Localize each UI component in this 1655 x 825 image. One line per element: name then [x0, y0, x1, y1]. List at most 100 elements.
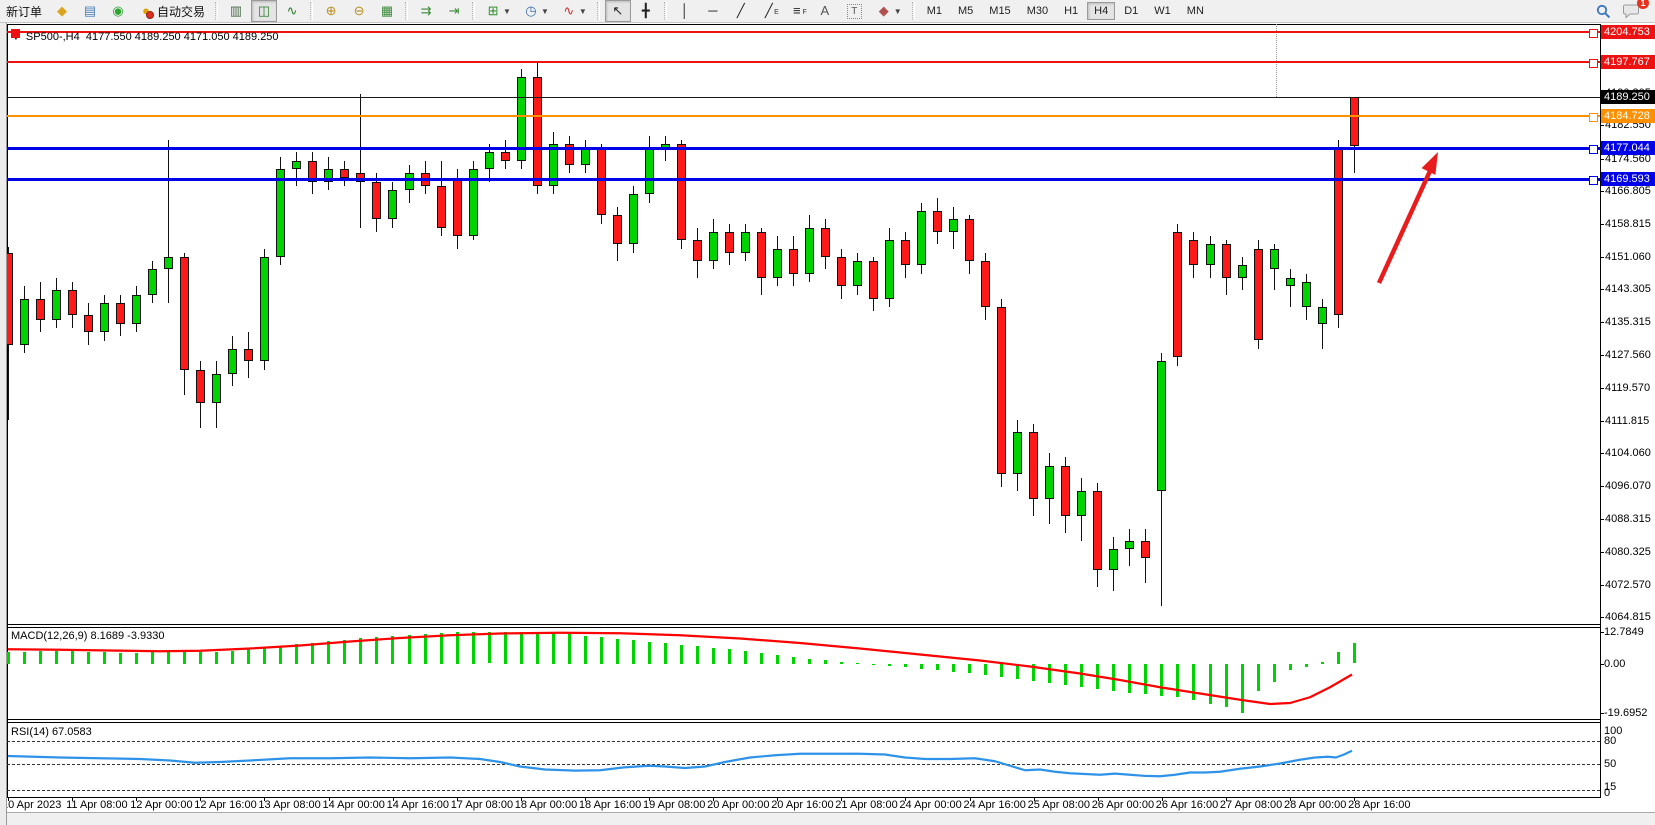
tile-windows-button[interactable]: ▦ — [374, 0, 400, 22]
chart-shift-button[interactable]: ⇥ — [441, 0, 467, 22]
candle — [548, 144, 558, 186]
chat-button[interactable]: 1 — [1618, 0, 1649, 22]
price-tick-label: 4158.815 — [1605, 218, 1651, 231]
zoom-out-button[interactable]: ⊖ — [346, 0, 372, 22]
arrows-button[interactable]: ◆ ▼ — [871, 0, 907, 22]
timeframe-m15[interactable]: M15 — [989, 5, 1011, 17]
line-handle[interactable] — [1589, 58, 1598, 68]
price-tick-label: 4174.560 — [1605, 152, 1651, 165]
line-handle[interactable] — [1589, 113, 1598, 123]
line-handle[interactable] — [11, 29, 20, 39]
price-level-line[interactable] — [7, 115, 1600, 118]
search-button[interactable] — [1591, 0, 1616, 22]
macd-histogram-bar — [920, 663, 924, 669]
macd-axis-label: 12.7849 — [1604, 625, 1644, 638]
price-level-line[interactable] — [7, 177, 1600, 181]
zoom-in-button[interactable]: ⊕ — [318, 0, 344, 22]
trendline-button[interactable]: ╱ — [728, 0, 754, 22]
autotrading-button[interactable]: ● 自动交易 — [133, 0, 210, 22]
periods-button[interactable]: ◷ ▼ — [518, 0, 554, 22]
fibonacci-button[interactable]: ≡ F — [784, 0, 810, 22]
signal-button[interactable]: ◉ — [105, 0, 131, 22]
candle — [228, 348, 238, 374]
chart-plot-area[interactable] — [0, 0, 1593, 600]
macd-histogram-bar — [679, 644, 683, 664]
candle — [837, 256, 847, 287]
new-order-button[interactable]: 新订单 — [1, 0, 47, 22]
macd-histogram-bar — [1048, 663, 1052, 683]
panel-border — [7, 624, 1601, 625]
timeframe-m30[interactable]: M30 — [1026, 5, 1049, 17]
macd-histogram-bar — [311, 642, 315, 664]
candlestick-chart-button[interactable]: ◫ — [251, 0, 278, 22]
date-tick — [1290, 797, 1291, 801]
macd-histogram-bar — [663, 643, 667, 664]
timeframe-h4[interactable]: H4 — [1087, 2, 1116, 20]
timeframe-d1[interactable]: D1 — [1124, 5, 1139, 17]
price-level-line[interactable] — [7, 60, 1600, 63]
macd-histogram-bar — [1208, 663, 1212, 704]
signal-icon: ◉ — [112, 3, 124, 18]
line-handle[interactable] — [1589, 176, 1598, 186]
macd-histogram-bar — [1336, 652, 1340, 664]
line-chart-button[interactable]: ∿ — [279, 0, 305, 22]
date-tick — [200, 797, 202, 801]
chart-ohlc-values: 4177.550 4189.250 4171.050 4189.250 — [85, 31, 279, 43]
price-tick-label: 4119.570 — [1605, 382, 1651, 395]
timeframe-w1[interactable]: W1 — [1154, 5, 1171, 17]
rsi-axis-label: 0 — [1604, 787, 1611, 799]
indicators-button[interactable]: ∿ ▼ — [556, 0, 592, 22]
gold-coins-button[interactable]: ◆ — [49, 0, 75, 22]
text-label-button[interactable]: T — [840, 0, 869, 22]
timeframe-m1[interactable]: M1 — [926, 5, 942, 17]
macd-histogram-bar — [1064, 663, 1068, 685]
chevron-down-icon: ▼ — [540, 6, 549, 16]
timeframe-m5[interactable]: M5 — [958, 5, 974, 17]
timeframe-h1[interactable]: H1 — [1064, 5, 1079, 17]
line-handle[interactable] — [1589, 29, 1598, 39]
candle — [180, 256, 190, 370]
candle — [356, 173, 366, 182]
macd-histogram-bar — [359, 638, 363, 664]
periods-button: ◷ — [525, 3, 537, 18]
vertical-line-icon: │ — [680, 3, 689, 18]
reports-button[interactable]: ▤ — [77, 0, 103, 22]
macd-histogram-bar — [1144, 663, 1148, 694]
horizontal-line-button[interactable]: ─ — [700, 0, 726, 22]
bar-chart-button[interactable]: ▥ — [223, 0, 249, 22]
auto-scroll-button[interactable]: ⇉ — [413, 0, 439, 22]
candle — [148, 269, 158, 295]
candle-wick — [296, 152, 298, 186]
candle — [708, 231, 718, 262]
text-label-icon: T — [846, 3, 862, 19]
vertical-line-button[interactable]: │ — [672, 0, 698, 22]
new-chart-button[interactable]: ⊞ ▼ — [480, 0, 516, 22]
candle — [644, 148, 654, 195]
price-tick — [1600, 420, 1604, 422]
candle-wick — [360, 94, 362, 228]
price-level-line[interactable] — [7, 31, 1600, 34]
date-tick — [1354, 797, 1356, 801]
text-button[interactable]: A — [812, 0, 838, 22]
line-handle[interactable] — [1589, 145, 1598, 155]
timeframe-mn[interactable]: MN — [1186, 5, 1204, 17]
price-tick — [1600, 256, 1604, 258]
macd-histogram-bar — [423, 633, 427, 664]
autotrading-icon: ● — [138, 1, 155, 21]
macd-histogram-bar — [1224, 663, 1228, 708]
price-level-line[interactable] — [7, 146, 1600, 150]
crosshair-button[interactable]: ╋ — [633, 0, 659, 22]
new-order-label: 新订单 — [6, 4, 43, 19]
current-price-line — [7, 97, 1600, 99]
equidistant-channel-button[interactable]: ╱ E — [756, 0, 782, 22]
candle — [981, 261, 991, 308]
candle — [1349, 97, 1359, 146]
toolbar-separator — [215, 2, 219, 20]
cursor-button[interactable]: ↖ — [604, 0, 631, 22]
date-label: 14 Apr 16:00 — [386, 799, 449, 811]
macd-histogram-bar — [599, 637, 603, 664]
candle — [68, 290, 78, 316]
candle — [292, 160, 302, 170]
macd-tick — [1600, 712, 1604, 714]
price-tick-label: 4166.805 — [1605, 184, 1651, 197]
